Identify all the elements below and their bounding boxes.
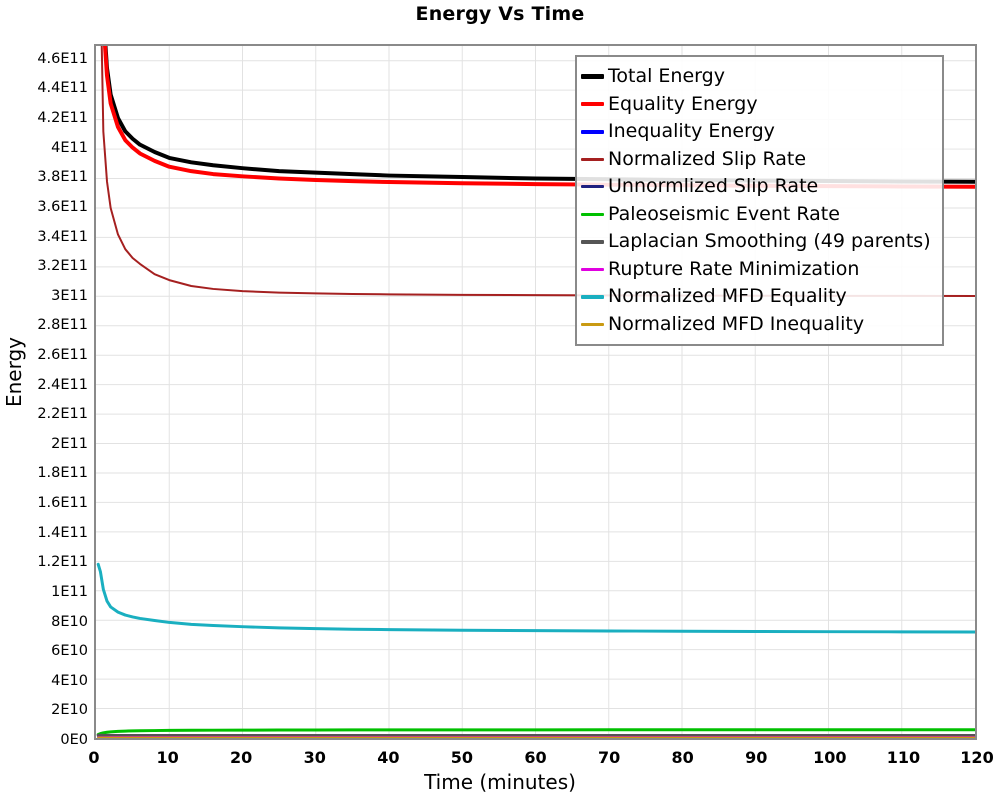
y-tick-label: 2.8E11: [37, 317, 88, 334]
y-tick-label: 1.6E11: [37, 495, 88, 512]
x-tick-label: 110: [886, 748, 921, 767]
x-tick-label: 50: [450, 748, 474, 767]
legend-item[interactable]: Equality Energy: [581, 91, 934, 119]
y-tick-label: 2.6E11: [37, 346, 88, 363]
y-tick-label: 0E0: [60, 732, 88, 748]
legend-item[interactable]: Normalized MFD Equality: [581, 283, 934, 311]
y-tick-label: 4E10: [51, 672, 88, 689]
y-tick-label: 2.4E11: [37, 376, 88, 393]
y-tick-label: 2E11: [51, 435, 88, 452]
legend-item-label: Equality Energy: [608, 92, 758, 115]
y-tick-label: 3.2E11: [37, 258, 88, 275]
x-tick-label: 0: [88, 748, 100, 767]
y-tick-label: 3E11: [51, 287, 88, 304]
y-tick-label: 1.8E11: [37, 465, 88, 482]
legend-item[interactable]: Normalized MFD Inequality: [581, 311, 934, 339]
legend-color-swatch-icon: [581, 102, 604, 107]
legend-item-label: Paleoseismic Event Rate: [608, 202, 840, 225]
y-tick-label: 3.6E11: [37, 198, 88, 215]
legend-color-swatch-icon: [581, 157, 604, 161]
y-tick-label: 4E11: [51, 139, 88, 156]
x-tick-label: 100: [813, 748, 847, 767]
x-tick-label: 40: [377, 748, 400, 767]
legend-color-swatch-icon: [581, 74, 604, 80]
legend-item-label: Normalized MFD Inequality: [608, 312, 865, 335]
legend-item[interactable]: Normalized Slip Rate: [581, 146, 934, 174]
x-tick-label: 60: [524, 748, 547, 767]
y-tick-label: 6E10: [51, 643, 88, 660]
series-line: [96, 562, 975, 634]
y-tick-label: 2E10: [51, 702, 88, 719]
legend-color-swatch-icon: [581, 185, 604, 189]
legend-item-label: Unnormlized Slip Rate: [608, 175, 819, 198]
legend-item-label: Inequality Energy: [608, 120, 775, 143]
y-tick-label: 1.4E11: [37, 524, 88, 541]
legend-color-swatch-icon: [581, 239, 604, 244]
x-axis-title: Time (minutes): [424, 770, 576, 794]
y-tick-label: 4.2E11: [37, 110, 88, 127]
x-tick-label: 80: [671, 748, 694, 767]
legend-item-label: Normalized MFD Equality: [608, 285, 847, 308]
x-tick-label: 20: [230, 748, 253, 767]
legend-color-swatch-icon: [581, 267, 604, 271]
legend-item-label: Normalized Slip Rate: [608, 147, 807, 170]
legend-item[interactable]: Unnormlized Slip Rate: [581, 173, 934, 201]
x-tick-label: 10: [156, 748, 179, 767]
legend-item-label: Rupture Rate Minimization: [608, 257, 860, 280]
y-tick-label: 1.2E11: [37, 554, 88, 571]
y-tick-label: 3.8E11: [37, 169, 88, 186]
y-tick-label: 2.2E11: [37, 406, 88, 423]
legend-item[interactable]: Inequality Energy: [581, 118, 934, 146]
legend-color-swatch-icon: [581, 294, 604, 299]
legend-color-swatch-icon: [581, 129, 604, 134]
x-tick-label: 90: [745, 748, 768, 767]
y-tick-label: 4.6E11: [37, 50, 88, 67]
legend-color-swatch-icon: [581, 212, 604, 216]
y-tick-label: 1E11: [51, 583, 88, 600]
legend-color-swatch-icon: [581, 322, 604, 326]
x-tick-label: 120: [960, 748, 994, 767]
y-tick-label: 3.4E11: [37, 228, 88, 245]
legend-item[interactable]: Paleoseismic Event Rate: [581, 201, 934, 229]
legend-item-label: Total Energy: [608, 65, 725, 88]
x-tick-label: 70: [597, 748, 621, 767]
legend-item[interactable]: Total Energy: [581, 63, 934, 91]
series-line: [96, 728, 975, 736]
y-tick-label: 8E10: [51, 613, 88, 630]
y-axis-title: Energy: [2, 336, 26, 408]
legend-item[interactable]: Rupture Rate Minimization: [581, 256, 934, 284]
legend-item[interactable]: Laplacian Smoothing (49 parents): [581, 228, 934, 256]
chart-title: Energy Vs Time: [415, 3, 585, 25]
legend-item-label: Laplacian Smoothing (49 parents): [608, 230, 931, 253]
x-tick-label: 30: [303, 748, 326, 767]
y-tick-label: 4.4E11: [37, 80, 88, 97]
y-axis-tick-labels: 0E0 2E10 4E10 6E10 8E10 1E11 1.2E11 1.4E11 1.6E1…: [0, 0, 92, 800]
chart-legend: Total Energy Equality Energy Inequality En…: [575, 55, 944, 346]
x-axis-tick-labels: 0 10 20 30 40 50 60 70 80 90 100 110 120: [0, 748, 1000, 774]
